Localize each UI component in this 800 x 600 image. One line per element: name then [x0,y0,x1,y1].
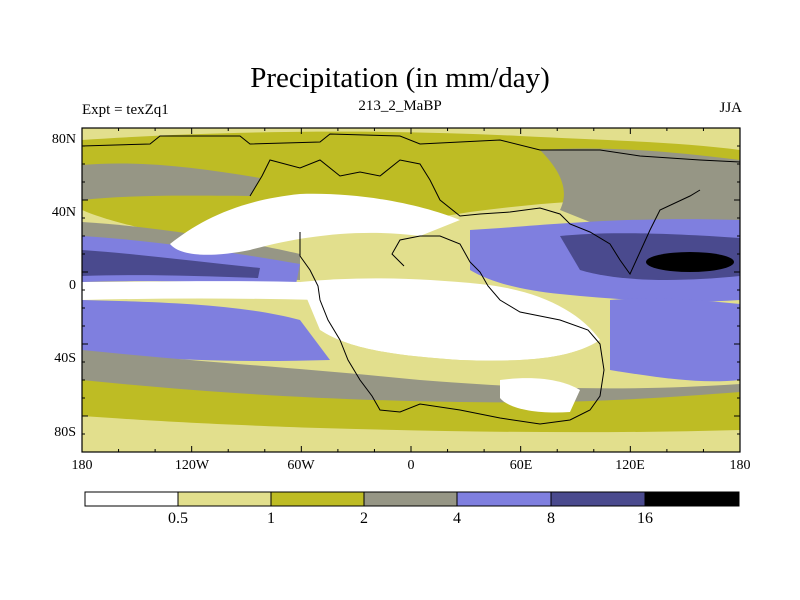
coastline-north [82,133,740,425]
colorbar-label-0: 0.5 [168,510,188,527]
colorbar-bin-6 [644,491,740,507]
band-pacific-grey [540,148,740,230]
colorbar-bin-1 [177,491,272,507]
colorbar-bin-3 [363,491,458,507]
season-label: JJA [719,100,742,116]
band-equatorial-white [82,281,320,300]
colorbar-label-1: 1 [267,510,275,527]
period-label: 213_2_MaBP [358,98,442,114]
colorbar [84,491,740,507]
colorbar-label-2: 2 [360,510,368,527]
land-south-white-patch [500,378,580,413]
band-south-blue [82,300,330,362]
x-tick-180e: 180 [729,458,751,473]
x-tick-60w: 60W [287,458,315,473]
band-south-olive [82,380,740,433]
land-north-dry [170,193,460,255]
experiment-label: Expt = texZq1 [82,102,169,118]
y-tick-80n: 80N [51,132,76,147]
colorbar-bin-5 [550,491,646,507]
map-ticks [81,127,741,453]
y-tick-80s: 80S [54,425,76,440]
x-tick-120e: 120E [615,458,645,473]
land-south-edge [300,278,604,372]
band-north-tropics-navy [82,250,260,278]
y-tick-0: 0 [69,278,76,293]
x-tick-0: 0 [407,458,415,473]
colorbar-label-4: 8 [547,510,555,527]
land-south-dry [300,278,600,361]
x-tick-60e: 60E [509,458,533,473]
map-title: Precipitation (in mm/day) [250,62,550,94]
colorbar-label-3: 4 [453,510,461,527]
colorbar-label-5: 16 [637,510,653,527]
band-south-indian-blue [610,298,740,382]
x-tick-180w: 180 [71,458,93,473]
colorbar-bin-4 [456,491,552,507]
band-max-precip [646,252,734,272]
y-tick-40n: 40N [51,205,76,220]
band-arctic-grey [82,163,260,200]
colorbar-bin-2 [270,491,365,507]
x-tick-120w: 120W [174,458,210,473]
y-tick-40s: 40S [54,351,76,366]
colorbar-bin-0 [84,491,179,507]
